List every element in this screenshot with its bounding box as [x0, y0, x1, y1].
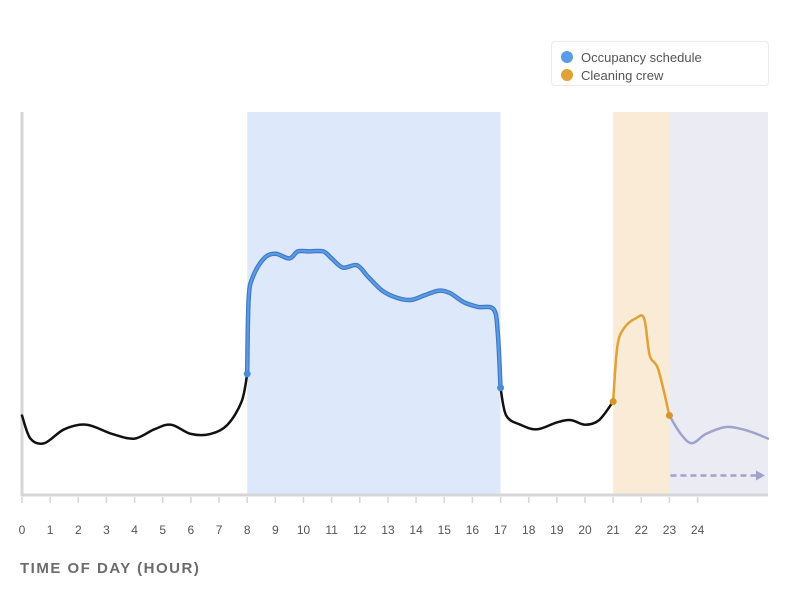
x-tick-label: 18 [522, 523, 536, 537]
legend-item-occupancy: Occupancy schedule [561, 48, 768, 66]
legend-dot-icon [561, 69, 573, 81]
series-line-base-0 [20, 372, 249, 446]
x-tick: 8 [244, 497, 251, 537]
legend-item-cleaning: Cleaning crew [561, 66, 768, 84]
x-tick: 1 [47, 497, 54, 537]
band-0 [247, 112, 501, 494]
x-tick-label: 9 [272, 523, 279, 537]
x-tick-label: 14 [409, 523, 423, 537]
band-1 [613, 112, 670, 494]
x-tick-label: 24 [691, 523, 705, 537]
x-tick: 18 [522, 497, 536, 537]
series-line-cleaning-3 [611, 314, 671, 417]
legend-label: Cleaning crew [581, 67, 664, 83]
x-tick-label: 4 [131, 523, 138, 537]
x-tick-label: 10 [297, 523, 311, 537]
series-line-forecast-4 [668, 414, 770, 445]
legend: Occupancy schedule Cleaning crew [551, 41, 769, 86]
x-tick-label: 5 [159, 523, 166, 537]
x-tick: 23 [663, 497, 677, 537]
x-tick: 24 [691, 497, 705, 537]
x-tick: 11 [325, 497, 338, 537]
x-tick-label: 0 [19, 523, 26, 537]
x-tick-label: 1 [47, 523, 54, 537]
time-bands [247, 112, 768, 494]
series-markers [243, 370, 673, 419]
x-tick-label: 23 [663, 523, 677, 537]
x-tick-label: 8 [244, 523, 251, 537]
series-marker [497, 384, 505, 392]
x-tick-label: 6 [188, 523, 195, 537]
x-tick: 10 [297, 497, 311, 537]
x-tick: 14 [409, 497, 423, 537]
x-tick: 9 [272, 497, 279, 537]
x-tick: 5 [159, 497, 166, 537]
x-tick: 21 [606, 497, 620, 537]
x-tick-label: 16 [466, 523, 480, 537]
x-tick-label: 13 [381, 523, 395, 537]
axes [20, 112, 768, 497]
series-line-base-2 [499, 386, 615, 431]
series-marker [243, 370, 251, 378]
series-line-occupancy [246, 249, 502, 389]
x-tick: 22 [635, 497, 649, 537]
x-tick-label: 22 [635, 523, 649, 537]
x-tick-label: 20 [578, 523, 592, 537]
x-tick: 15 [438, 497, 452, 537]
series-lines [20, 248, 770, 446]
x-tick: 6 [188, 497, 195, 537]
x-tick-label: 7 [216, 523, 223, 537]
legend-dot-icon [561, 51, 573, 63]
x-tick-label: 21 [606, 523, 620, 537]
x-tick-label: 3 [103, 523, 110, 537]
x-tick: 16 [466, 497, 480, 537]
x-tick: 20 [578, 497, 592, 537]
x-tick: 12 [353, 497, 367, 537]
x-tick-label: 17 [494, 523, 508, 537]
x-tick: 3 [103, 497, 110, 537]
series-marker [609, 398, 617, 406]
x-axis-ticks: 0 1 2 3 4 5 6 7 8 9 10 11 12 13 14 15 16 17 18 19 20 21 22 23 24 [19, 497, 705, 537]
x-tick-label: 15 [438, 523, 452, 537]
x-tick: 0 [19, 497, 26, 537]
x-tick-label: 19 [550, 523, 564, 537]
series-marker [665, 411, 673, 419]
legend-label: Occupancy schedule [581, 49, 702, 65]
x-tick-label: 2 [75, 523, 82, 537]
x-tick: 2 [75, 497, 82, 537]
x-axis-label: TIME OF DAY (HOUR) [20, 560, 201, 577]
x-tick: 17 [494, 497, 508, 537]
x-tick-label: 11 [325, 523, 338, 537]
forecast-arrow-head [755, 470, 765, 481]
x-tick: 13 [381, 497, 395, 537]
x-tick: 19 [550, 497, 564, 537]
forecast-arrow [670, 470, 765, 481]
band-2 [669, 112, 768, 494]
x-tick-label: 12 [353, 523, 367, 537]
x-tick: 7 [216, 497, 223, 537]
x-tick: 4 [131, 497, 138, 537]
